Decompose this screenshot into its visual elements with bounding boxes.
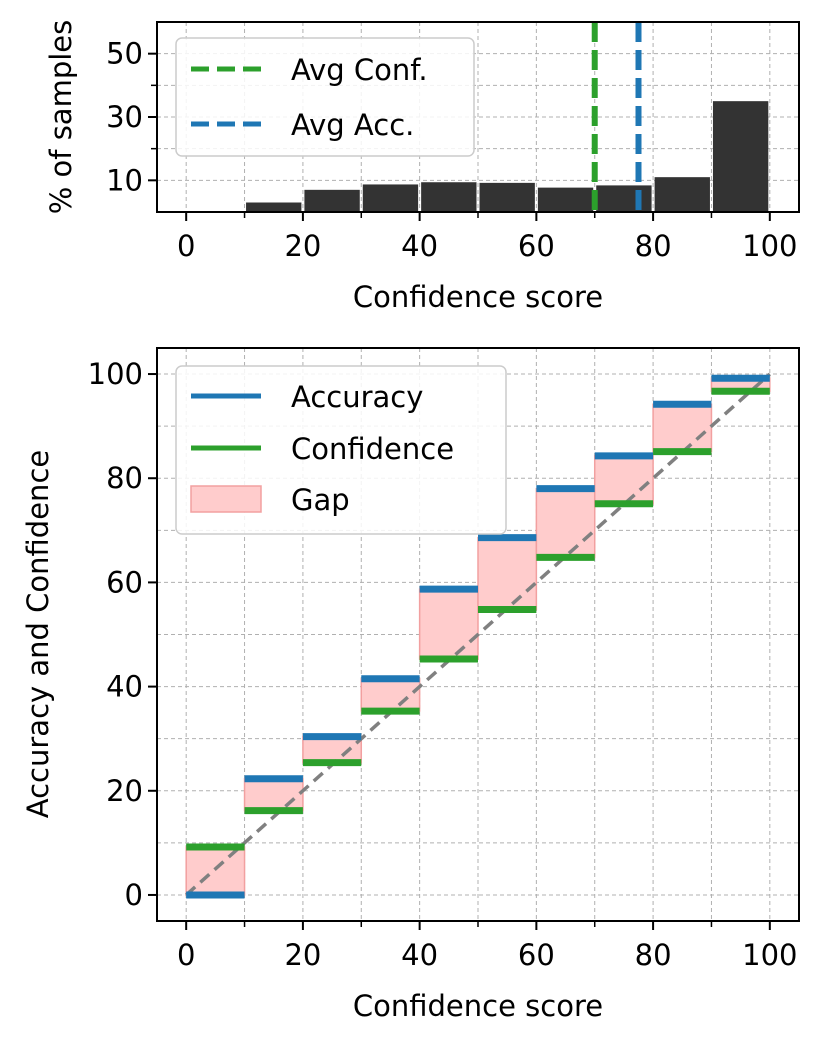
legend-avg-acc-label: Avg Acc. [291, 108, 414, 142]
histogram-bar-90-100 [712, 101, 769, 212]
average-lines [591, 22, 642, 212]
histogram-x-tick-label-60: 60 [518, 229, 555, 263]
gap-bin-2 [302, 735, 363, 764]
legend-gap-label: Gap [291, 483, 350, 517]
histogram-y-tick-label-10: 10 [106, 163, 143, 197]
reliability-x-tick-label-0: 0 [177, 938, 195, 972]
histogram-bar-50-60 [479, 182, 535, 212]
histogram-bar-40-50 [421, 182, 477, 212]
gap-bin-1 [243, 778, 304, 812]
confidence-steps [186, 387, 770, 851]
histogram-x-tick-label-100: 100 [742, 229, 797, 263]
histogram-bar-70-80 [596, 185, 652, 212]
histogram-bar-10-20 [246, 202, 302, 212]
gap-bin-8 [652, 403, 713, 453]
reliability-x-tick-label-100: 100 [742, 938, 797, 972]
gap-bin-7 [593, 455, 654, 505]
histogram-bar-60-70 [537, 187, 594, 212]
gap-bin-6 [535, 487, 596, 559]
legend-confidence-label: Confidence [291, 432, 454, 466]
reliability-y-tick-label-40: 40 [106, 670, 143, 704]
histogram-bars [246, 101, 769, 212]
legend-avg-conf-label: Avg Conf. [291, 53, 428, 87]
histogram-y-tick-label-50: 50 [106, 37, 143, 71]
histogram-legend: Avg Conf. Avg Acc. [175, 37, 475, 157]
histogram-x-tick-label-20: 20 [284, 229, 321, 263]
reliability-panel: 0 20 40 60 80 100 0 20 40 60 80 100 Confidence scor… [21, 347, 800, 1023]
histogram-x-axis-label: Confidence score [353, 280, 603, 314]
histogram-x-tick-label-40: 40 [401, 229, 438, 263]
legend-gap-swatch [190, 485, 262, 513]
reliability-legend: Accuracy Confidence Gap [175, 365, 507, 535]
histogram-bar-30-40 [362, 184, 419, 212]
reliability-y-axis-label: Accuracy and Confidence [21, 450, 55, 818]
gap-bin-4 [418, 588, 479, 660]
reliability-x-tick-label-40: 40 [401, 938, 438, 972]
reliability-ticks: 0 20 40 60 80 100 0 20 40 60 80 100 [88, 357, 798, 972]
gap-bin-5 [477, 536, 538, 611]
histogram-panel: 0 20 40 60 80 100 10 30 50 Confidence score % of… [44, 20, 800, 314]
reliability-x-tick-label-80: 80 [635, 938, 672, 972]
legend-accuracy-label: Accuracy [291, 380, 423, 414]
reliability-x-tick-label-20: 20 [284, 938, 321, 972]
histogram-ticks: 0 20 40 60 80 100 10 30 50 [106, 37, 797, 263]
gap-bin-3 [360, 678, 421, 712]
reliability-y-tick-label-80: 80 [106, 461, 143, 495]
perfect-calibration-line [185, 372, 771, 897]
reliability-x-tick-label-60: 60 [518, 938, 555, 972]
reliability-y-tick-label-20: 20 [106, 774, 143, 808]
accuracy-steps [186, 374, 770, 899]
histogram-bar-20-30 [304, 189, 360, 212]
reliability-y-tick-label-60: 60 [106, 565, 143, 599]
reliability-y-tick-label-0: 0 [125, 878, 143, 912]
histogram-y-axis-label: % of samples [44, 20, 78, 215]
histogram-x-tick-label-0: 0 [177, 229, 195, 263]
histogram-y-tick-label-30: 30 [106, 100, 143, 134]
histogram-x-tick-label-80: 80 [635, 229, 672, 263]
reliability-x-axis-label: Confidence score [353, 989, 603, 1023]
histogram-bar-80-90 [654, 177, 710, 212]
gap-bin-0 [185, 846, 246, 896]
reliability-y-tick-label-100: 100 [88, 357, 143, 391]
